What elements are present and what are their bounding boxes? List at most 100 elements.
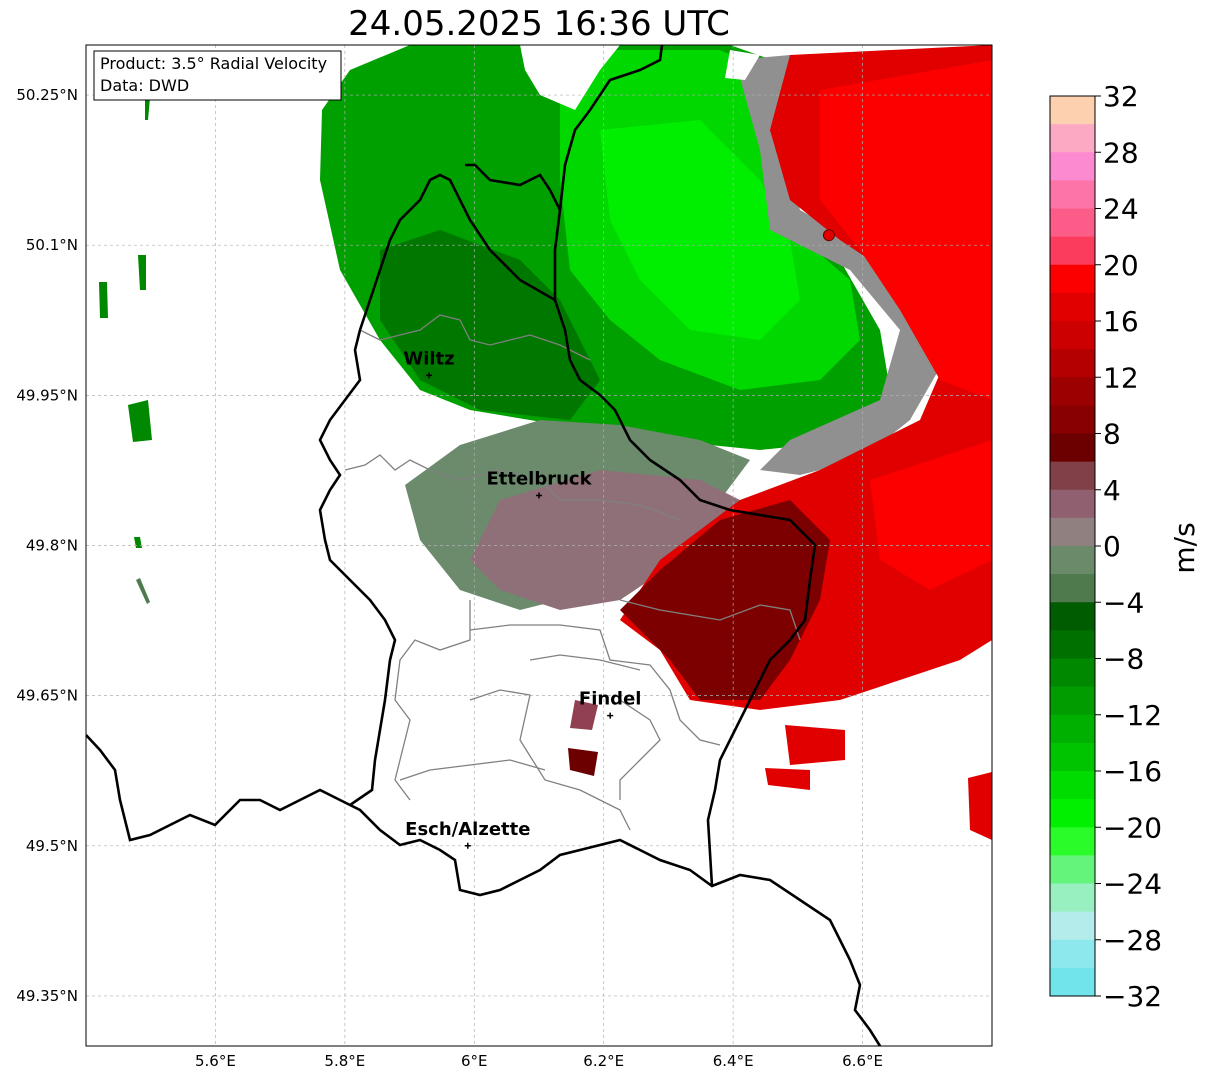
colorbar-segment [1050,771,1095,800]
colorbar-tick-label: −8 [1103,643,1144,676]
lon-tick-label: 6.2°E [583,1052,624,1070]
chart-title: 24.05.2025 16:36 UTC [348,4,730,44]
colorbar-segment [1050,377,1095,406]
colorbar-segment [1050,292,1095,322]
colorbar-segment [1050,236,1095,266]
colorbar-segment [1050,574,1095,603]
colorbar-tick-label: 20 [1103,249,1139,282]
colorbar-segment [1050,321,1095,350]
colorbar-segment [1050,658,1095,688]
lat-tick-labels: 50.25°N 50.1°N 49.95°N 49.8°N 49.65°N 49.5°N 4… [16,86,78,1005]
city-cross-icon [425,372,432,379]
colorbar-tick-label: −28 [1103,924,1162,957]
lon-tick-label: 6.4°E [713,1052,754,1070]
colorbar-tick-label: 8 [1103,418,1121,451]
echo-gap-north [520,45,620,110]
info-box: Product: 3.5° Radial Velocity Data: DWD [93,50,342,101]
lat-tick-label: 49.65°N [16,687,78,705]
colorbar-segment [1050,349,1095,378]
colorbar-unit-label: m/s [1168,522,1201,573]
colorbar-segment [1050,546,1095,575]
colorbar-tick-label: 12 [1103,361,1139,394]
radar-site-marker [822,229,835,242]
colorbar-segment [1050,686,1095,716]
colorbar-tick-label: −24 [1103,868,1162,901]
echo-streak-west [136,578,150,604]
city-cross-icon [464,842,471,849]
colorbar-segment [1050,630,1095,659]
lat-tick-label: 50.25°N [16,86,78,104]
velocity-field-pinkgrey [470,470,740,610]
city-marker: Wiltz [403,348,455,379]
colorbar-segment [1050,517,1095,547]
velocity-field-green-bright [600,120,800,340]
colorbar-segment [1050,799,1095,828]
colorbar-tick-label: −16 [1103,755,1162,788]
lat-tick-label: 49.35°N [16,987,78,1005]
colorbar-segment [1050,208,1095,238]
colorbar-segment [1050,96,1095,125]
colorbar-segment [1050,180,1095,209]
colorbar-tick-label: 4 [1103,474,1121,507]
echo-strip-west [99,98,152,548]
lon-tick-label: 6°E [461,1052,488,1070]
colorbar-segment [1050,939,1095,969]
colorbar-segment [1050,461,1095,491]
lat-tick-label: 49.95°N [16,386,78,404]
canton-boundaries [344,314,801,831]
city-cross-icon [607,712,614,719]
zero-isodop-grey [735,55,950,475]
colorbar-tick-label: 32 [1103,80,1139,113]
colorbar-segment [1050,714,1095,744]
velocity-field-red-bright [820,60,992,400]
colorbar-segment [1050,883,1095,913]
colorbar-segment [1050,911,1095,941]
colorbar-segment [1050,827,1095,856]
colorbar-tick-label: 28 [1103,136,1139,169]
colorbar-tick-label: −32 [1103,980,1162,1013]
colorbar-tick-label: −20 [1103,811,1162,844]
colorbar-segment [1050,602,1095,631]
lon-tick-labels: 5.6°E 5.8°E 6°E 6.2°E 6.4°E 6.6°E [195,1052,883,1070]
lat-tick-label: 49.8°N [26,537,78,555]
city-cross-icon [536,492,542,499]
boundaries [86,45,882,1046]
city-marker: Findel [579,689,642,719]
colorbar: 32 28 24 20 16 12 8 4 0 −4 −8 −12 −16 −20 −24 −28 −32 [1049,80,1162,1013]
echo-gap-ne [725,50,760,80]
info-source: Data: DWD [100,76,189,95]
velocity-field-red-dark [620,500,830,700]
colorbar-segment [1050,124,1095,153]
colorbar-segment [1050,742,1095,772]
echo-patch-findel [570,700,598,730]
colorbar-segment [1050,433,1095,463]
lon-tick-label: 5.6°E [195,1052,236,1070]
city-markers: Wiltz Ettelbruck Findel Esch/Alzette [403,348,642,849]
city-marker: Ettelbruck [486,468,593,499]
velocity-field-green-dark [380,230,600,420]
city-label: Wiltz [403,348,454,369]
velocity-field-red-bright-south [870,440,992,590]
lat-tick-label: 50.1°N [26,236,78,254]
colorbar-segment [1050,967,1095,997]
city-label: Esch/Alzette [405,819,530,840]
lon-tick-label: 6.6°E [842,1052,883,1070]
city-marker: Esch/Alzette [405,819,530,849]
city-label: Ettelbruck [486,468,592,489]
colorbar-segment [1050,152,1095,181]
colorbar-tick-label: −12 [1103,699,1162,732]
city-label: Findel [579,689,642,710]
map-frame [85,44,993,1047]
lat-tick-label: 49.5°N [26,837,78,855]
colorbar-tick-label: 0 [1103,530,1121,563]
colorbar-segment [1050,405,1095,434]
echo-patch-findel-dark [568,748,598,776]
colorbar-tick-label: −4 [1103,586,1144,619]
echo-patch-southeast [765,725,992,840]
colorbar-tick-label: 24 [1103,193,1139,226]
colorbar-segment [1050,264,1095,294]
radar-echoes [99,45,992,840]
national-border [86,45,882,1046]
info-product: Product: 3.5° Radial Velocity [100,54,327,73]
